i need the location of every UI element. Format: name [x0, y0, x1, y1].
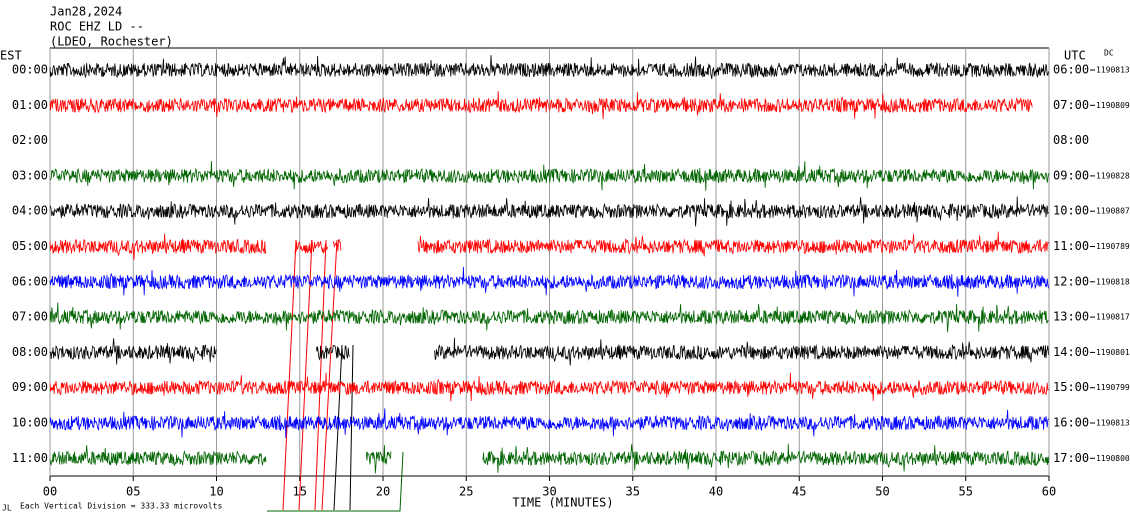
est-label: 10:00 [12, 416, 48, 430]
footnote: Each Vertical Division = 333.33 microvol… [20, 502, 222, 511]
est-label: 06:00 [12, 274, 48, 288]
x-tick-label: 05 [126, 485, 140, 499]
trace [49, 302, 1049, 333]
x-tick-label: 10 [209, 485, 223, 499]
title-line: Jan28,2024 [50, 5, 122, 19]
est-label: 05:00 [12, 239, 48, 253]
trace [49, 233, 267, 260]
est-label: 08:00 [12, 345, 48, 359]
trace [49, 372, 1049, 402]
utc-label: 16:00 [1053, 416, 1089, 430]
est-label: 01:00 [12, 98, 48, 112]
utc-label: 09:00 [1053, 168, 1089, 182]
x-tick-label: 60 [1042, 485, 1056, 499]
dc-value: 1190828 [1096, 171, 1130, 180]
trace [49, 445, 267, 467]
glitch [314, 239, 327, 511]
right-axis-label: UTC [1064, 49, 1086, 63]
utc-label: 07:00 [1053, 98, 1089, 112]
glitch [267, 451, 404, 512]
trace [49, 91, 1033, 120]
trace [49, 160, 1049, 191]
dc-value: 1190809 [1096, 101, 1130, 110]
trace [49, 408, 1049, 438]
trace [49, 55, 1049, 80]
utc-label: 06:00 [1053, 63, 1089, 77]
utc-label: 14:00 [1053, 345, 1089, 359]
trace [316, 344, 350, 361]
est-label: 04:00 [12, 204, 48, 218]
dc-value: 1190817 [1096, 313, 1130, 322]
x-tick-label: 20 [376, 485, 390, 499]
glitch [282, 239, 297, 511]
est-label: 03:00 [12, 168, 48, 182]
title-line: (LDEO, Rochester) [50, 35, 173, 49]
dc-value: 1190818 [1096, 277, 1130, 286]
trace [417, 231, 1049, 257]
glitch [349, 344, 354, 511]
utc-label: 08:00 [1053, 133, 1089, 147]
x-tick-label: 45 [792, 485, 806, 499]
glitch-lines [267, 239, 404, 512]
dc-value: 1190800 [1096, 454, 1130, 463]
dc-value: 1190813 [1096, 66, 1130, 75]
utc-label: 13:00 [1053, 310, 1089, 324]
utc-label: 11:00 [1053, 239, 1089, 253]
trace [50, 196, 1049, 227]
est-label: 02:00 [12, 133, 48, 147]
trace [49, 266, 1049, 297]
est-label: 07:00 [12, 310, 48, 324]
dc-value: 1190807 [1096, 207, 1130, 216]
x-axis-label: TIME (MINUTES) [512, 496, 613, 510]
utc-label: 15:00 [1053, 380, 1089, 394]
logo: JL [2, 504, 12, 513]
x-tick-label: 40 [709, 485, 723, 499]
x-tick-label: 50 [875, 485, 889, 499]
x-tick-label: 00 [43, 485, 57, 499]
trace [434, 337, 1049, 366]
x-tick-label: 15 [293, 485, 307, 499]
trace [482, 443, 1050, 473]
trace [49, 338, 217, 365]
dc-label: DC [1104, 49, 1114, 58]
title-line: ROC EHZ LD -- [50, 20, 144, 34]
utc-label: 10:00 [1053, 204, 1089, 218]
trace [365, 445, 392, 474]
dc-value: 1190799 [1096, 383, 1130, 392]
utc-label: 17:00 [1053, 451, 1089, 465]
glitch [333, 344, 343, 511]
x-tick-label: 35 [626, 485, 640, 499]
est-label: 00:00 [12, 63, 48, 77]
est-label: 09:00 [12, 380, 48, 394]
dc-value: 1190789 [1096, 242, 1130, 251]
glitch [298, 239, 313, 511]
utc-label: 12:00 [1053, 274, 1089, 288]
x-tick-label: 30 [542, 485, 556, 499]
dc-value: 1190801 [1096, 348, 1130, 357]
x-tick-label: 25 [459, 485, 473, 499]
trace [332, 239, 342, 252]
dc-value: 1190813 [1096, 419, 1130, 428]
est-label: 11:00 [12, 451, 48, 465]
left-axis-label: EST [0, 49, 22, 63]
x-tick-label: 55 [959, 485, 973, 499]
trace [294, 239, 329, 254]
